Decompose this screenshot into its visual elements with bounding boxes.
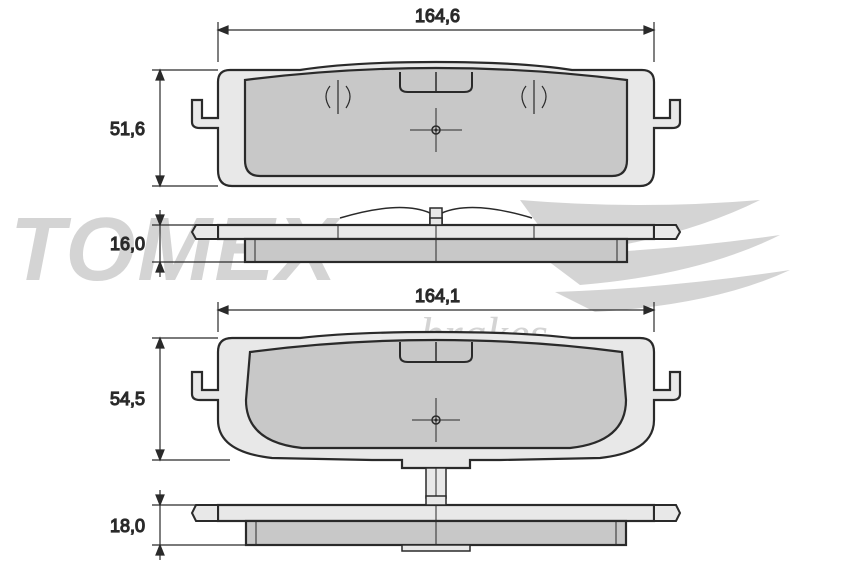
dim-mid-width: 164,1 [415,286,460,306]
pad2-side-view [192,496,680,551]
dim-pad1-thick: 16,0 [110,234,145,254]
pad2-front-view [192,332,680,468]
dim-pad2-thick: 18,0 [110,516,145,536]
technical-drawing: TOMEX brakes [0,0,865,577]
dim-pad2-height: 54,5 [110,389,145,409]
dim-top-width: 164,6 [415,6,460,26]
pad2-post [426,468,446,498]
dim-pad1-height: 51,6 [110,119,145,139]
pad1-side-view [192,218,680,262]
pad1-front-view [192,62,680,186]
